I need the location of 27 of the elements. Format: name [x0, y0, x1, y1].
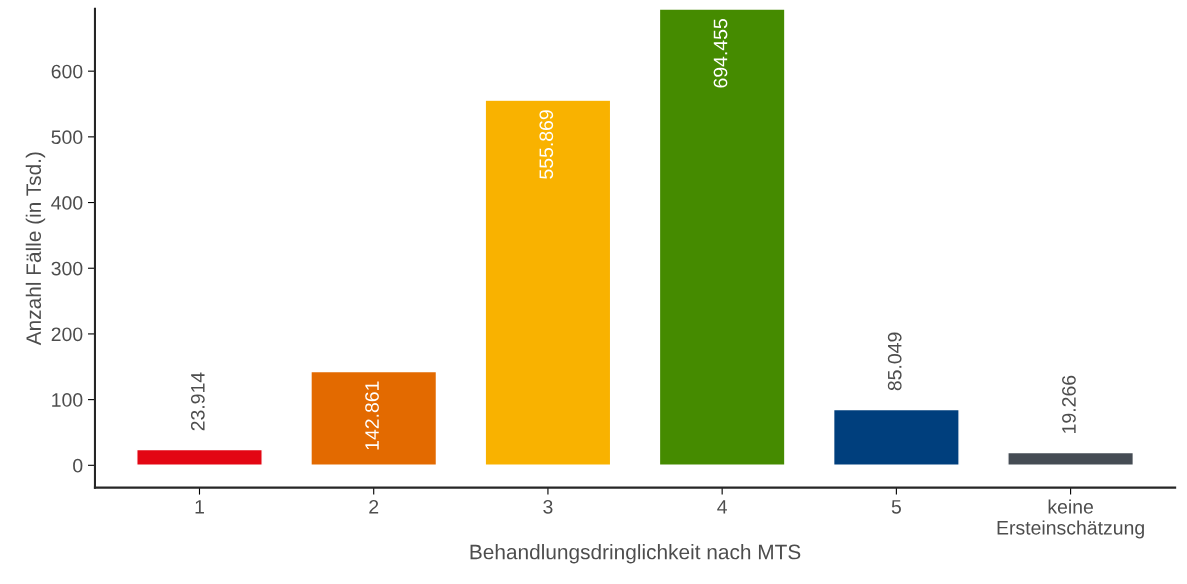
data-label: 142.861	[365, 381, 379, 450]
x-axis-title: Behandlungsdringlichkeit nach MTS	[470, 544, 801, 564]
y-tick-label: 500	[51, 130, 83, 145]
bar	[310, 370, 438, 467]
y-tick-label: 0	[73, 458, 83, 473]
bar	[1007, 451, 1135, 467]
data-label: 694.455	[713, 19, 728, 88]
y-tick-label: 300	[51, 261, 83, 276]
x-tick-label: 1	[195, 500, 204, 514]
bar	[658, 8, 786, 467]
x-tick-label: 5	[891, 500, 901, 514]
y-tick-label: 600	[51, 64, 83, 79]
y-tick-label: 400	[51, 196, 83, 210]
y-tick-label: 200	[51, 327, 83, 342]
data-label: 19.266	[1062, 375, 1076, 433]
data-label: 85.049	[887, 332, 902, 391]
x-tick-label: 2	[369, 499, 379, 514]
data-label: 555.869	[539, 110, 554, 179]
x-tick-label: 3	[543, 499, 553, 514]
bar	[136, 448, 263, 467]
y-axis-title: Anzahl Fälle (in Tsd.)	[25, 152, 46, 346]
bar	[484, 99, 612, 467]
x-tick-label: keine Ersteinschätzung	[997, 499, 1144, 539]
x-tick-label: 4	[717, 500, 727, 514]
y-tick-label: 100	[52, 393, 83, 407]
data-label: 23.914	[190, 372, 205, 431]
bar	[832, 408, 960, 467]
